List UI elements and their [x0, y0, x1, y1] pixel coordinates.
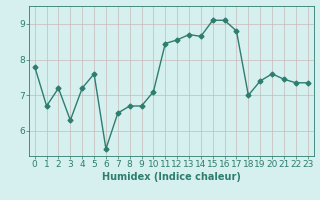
- X-axis label: Humidex (Indice chaleur): Humidex (Indice chaleur): [102, 172, 241, 182]
